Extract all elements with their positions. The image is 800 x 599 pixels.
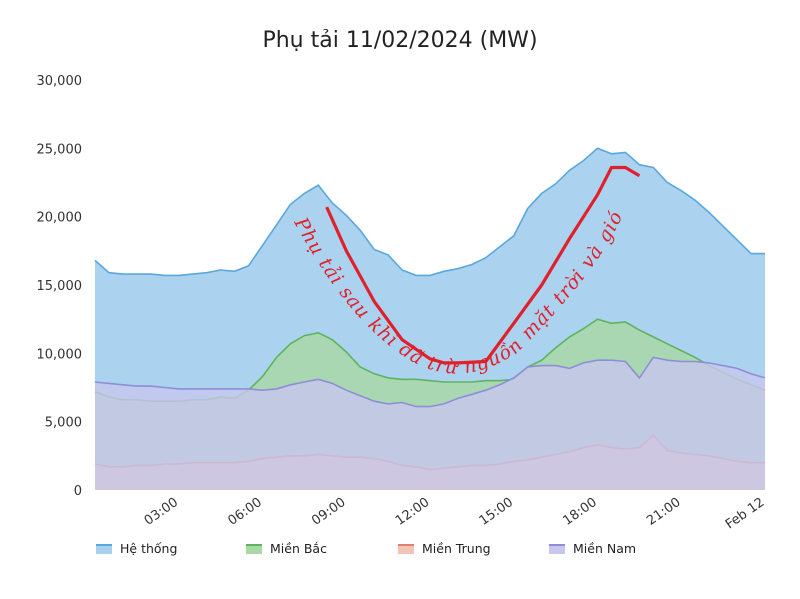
legend-swatch <box>549 543 565 554</box>
x-tick-label: 06:00 <box>225 495 264 529</box>
y-tick-label: 0 <box>74 484 82 499</box>
legend-label: Miền Nam <box>573 541 637 556</box>
y-tick-label: 5,000 <box>45 416 82 431</box>
x-tick-label: 12:00 <box>393 495 432 529</box>
y-tick-label: 10,000 <box>37 347 83 362</box>
legend-item: Miền Bắc <box>246 541 327 556</box>
annotation-curve <box>325 165 641 365</box>
x-tick-label: 18:00 <box>560 495 599 529</box>
chart-title: Phụ tải 11/02/2024 (MW) <box>262 28 538 53</box>
x-tick-label: 09:00 <box>309 495 348 529</box>
x-tick-label: 03:00 <box>142 495 181 529</box>
x-tick-label: 15:00 <box>477 495 516 529</box>
chart-legend: Hệ thống Miền Bắc Miền Trung Miền Nam <box>96 541 696 561</box>
legend-item: Miền Nam <box>549 541 636 556</box>
legend-item: Hệ thống <box>96 541 177 556</box>
y-tick-label: 20,000 <box>37 211 83 226</box>
legend-label: Hệ thống <box>120 541 178 556</box>
x-tick-label: 21:00 <box>644 495 683 529</box>
legend-swatch <box>246 543 262 554</box>
legend-item: Miền Trung <box>398 541 491 556</box>
legend-swatch <box>398 543 414 554</box>
x-tick-label: Feb 12 <box>723 495 767 532</box>
y-tick-label: 25,000 <box>37 142 83 157</box>
line-series-0 <box>94 147 765 277</box>
legend-label: Miền Trung <box>422 541 491 556</box>
legend-swatch <box>96 543 112 554</box>
y-tick-label: 15,000 <box>37 279 83 294</box>
y-tick-label: 30,000 <box>37 74 83 89</box>
line-series-3 <box>94 356 766 408</box>
legend-label: Miền Bắc <box>270 541 327 556</box>
